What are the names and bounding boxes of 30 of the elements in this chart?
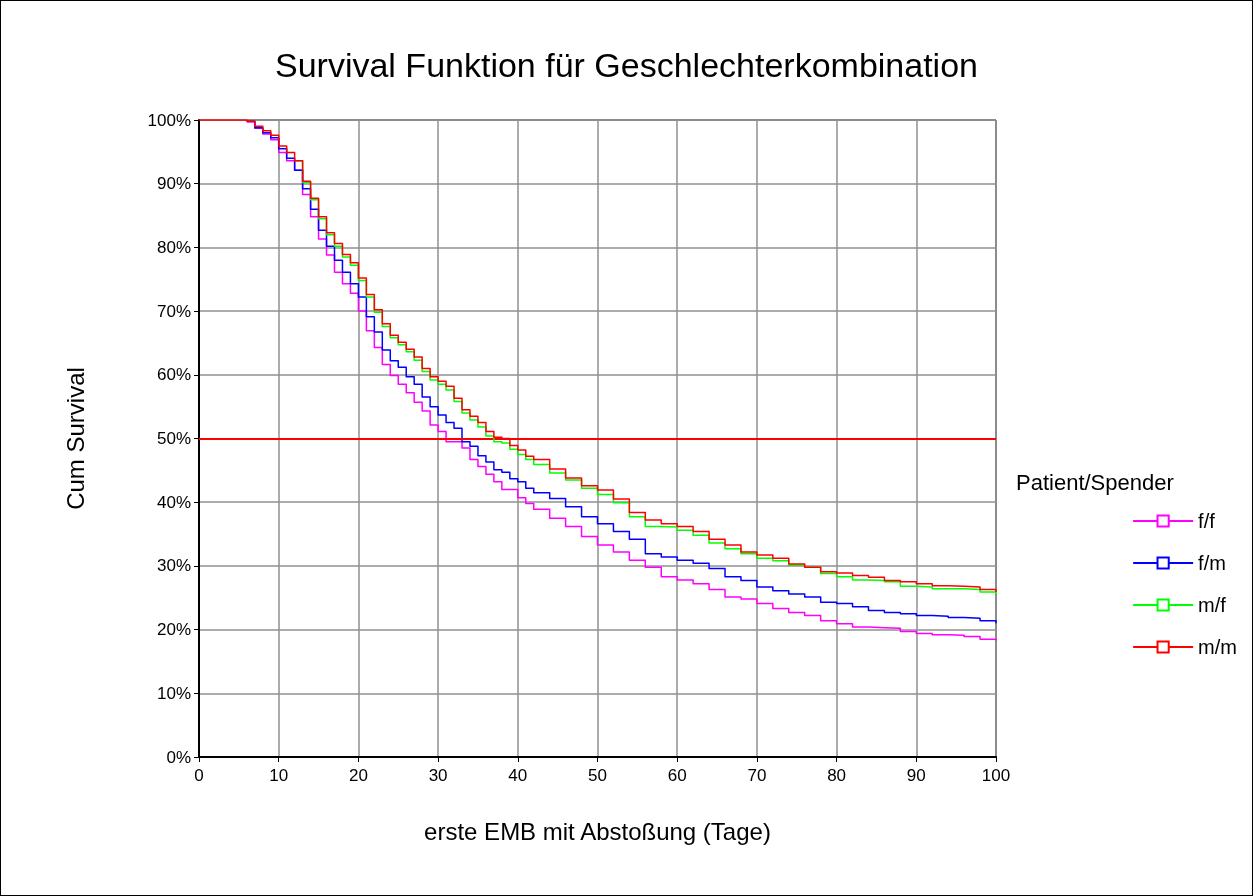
x-tick-label: 60 [667,766,687,785]
x-tick-label: 20 [348,766,368,785]
y-tick-label: 80% [156,237,191,257]
legend-title: Patient/Spender [1016,469,1174,495]
legend-label: f/m [1198,552,1226,574]
y-tick-label: 40% [156,492,191,512]
legend-label: m/f [1198,594,1227,616]
legend-label: m/m [1198,636,1238,658]
x-tick-label: 30 [428,766,448,785]
x-tick-label: 90 [906,766,926,785]
x-tick-label: 40 [508,766,528,785]
x-tick-label: 50 [588,766,607,785]
x-axis-title: erste EMB mit Abstoßung (Tage) [424,817,771,845]
x-tick-label: 100 [981,766,1011,785]
y-axis-title: Cum Survival [61,367,89,510]
legend-label: f/f [1198,510,1216,532]
y-tick-label: 100% [147,110,191,130]
y-tick-label: 20% [156,620,191,640]
y-tick-label: 90% [156,174,191,194]
x-tick-label: 10 [269,766,289,785]
y-tick-label: 0% [166,747,191,767]
chart-title: Survival Funktion für Geschlechterkombination [275,46,978,84]
y-tick-label: 60% [156,365,191,385]
x-tick-label: 0 [194,766,204,785]
y-tick-label: 70% [156,301,191,321]
y-tick-label: 50% [156,429,191,448]
x-tick-label: 70 [747,766,767,785]
y-tick-label: 10% [156,683,191,703]
y-tick-label: 30% [156,556,191,576]
x-tick-label: 80 [827,766,847,785]
